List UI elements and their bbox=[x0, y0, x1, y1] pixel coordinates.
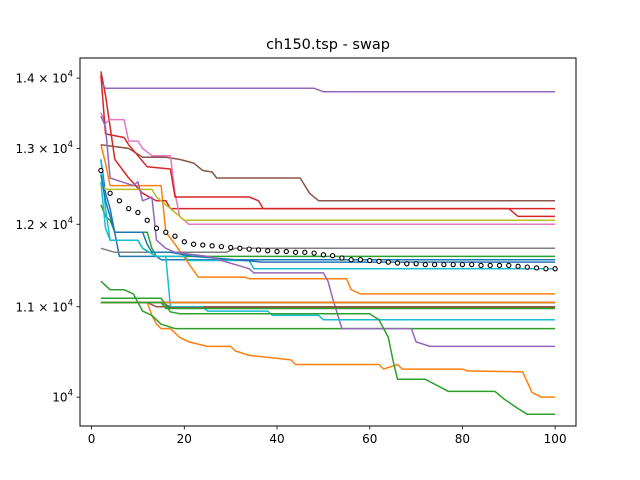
mean-marker-48 bbox=[533, 265, 540, 271]
plot-frame bbox=[79, 57, 577, 427]
mean-marker-27 bbox=[339, 255, 345, 261]
x-tick-label-4: 80 bbox=[455, 432, 470, 446]
mean-marker-13 bbox=[209, 243, 215, 249]
mean-marker-32 bbox=[385, 259, 391, 265]
mean-marker-4 bbox=[126, 205, 132, 212]
mean-marker-26 bbox=[329, 252, 336, 259]
mean-marker-30 bbox=[367, 257, 373, 264]
x-tick-label-1: 20 bbox=[177, 432, 192, 446]
mean-marker-18 bbox=[255, 247, 262, 253]
mean-marker-17 bbox=[246, 246, 252, 252]
series-line-1 bbox=[100, 159, 556, 261]
mean-marker-1 bbox=[98, 167, 104, 174]
mean-marker-9 bbox=[172, 233, 178, 239]
x-tick-label-0: 0 bbox=[88, 432, 96, 446]
plot-markers bbox=[98, 167, 558, 272]
x-axis: 0 20 40 60 80 100 bbox=[88, 426, 567, 446]
mean-marker-6 bbox=[144, 217, 150, 223]
series-line-25 bbox=[100, 301, 556, 310]
mean-marker-7 bbox=[153, 225, 160, 231]
series-line-5 bbox=[100, 81, 556, 93]
mean-marker-33 bbox=[394, 260, 401, 266]
mean-marker-40 bbox=[459, 261, 466, 268]
mean-marker-3 bbox=[116, 198, 123, 204]
x-tick-label-5: 100 bbox=[544, 432, 567, 446]
mean-marker-34 bbox=[404, 261, 410, 267]
series-line-15 bbox=[100, 115, 556, 348]
y-tick-label-1: 1.1 × 104 bbox=[16, 298, 73, 314]
series-line-2 bbox=[100, 144, 556, 295]
mean-marker-50 bbox=[552, 266, 558, 272]
mean-marker-25 bbox=[320, 252, 327, 258]
y-axis: 104 1.1 × 104 1.2 × 104 1.3 × 104 1.4 × 104 bbox=[16, 70, 80, 405]
x-tick-label-3: 60 bbox=[362, 432, 377, 446]
mean-marker-36 bbox=[422, 261, 428, 268]
y-tick-label-4: 1.4 × 104 bbox=[16, 70, 73, 86]
mean-marker-11 bbox=[190, 241, 197, 247]
mean-marker-41 bbox=[469, 261, 475, 268]
mean-marker-12 bbox=[200, 242, 206, 248]
mean-marker-8 bbox=[163, 229, 169, 235]
series-line-20 bbox=[100, 181, 556, 321]
mean-marker-22 bbox=[292, 249, 299, 255]
series-line-12 bbox=[100, 301, 556, 398]
mean-marker-43 bbox=[487, 262, 493, 269]
series-line-13 bbox=[100, 280, 556, 330]
mean-marker-19 bbox=[265, 248, 271, 254]
series-line-8 bbox=[100, 247, 556, 254]
mean-marker-37 bbox=[431, 261, 438, 268]
mean-marker-49 bbox=[543, 266, 549, 272]
mean-marker-2 bbox=[107, 190, 113, 196]
mean-marker-31 bbox=[376, 258, 382, 264]
plot-lines bbox=[100, 71, 556, 416]
mean-marker-15 bbox=[228, 244, 234, 251]
mean-marker-29 bbox=[357, 257, 364, 263]
mean-marker-46 bbox=[515, 263, 521, 269]
mean-marker-35 bbox=[413, 261, 419, 267]
series-line-9 bbox=[100, 181, 556, 222]
mean-marker-28 bbox=[348, 257, 354, 263]
mean-marker-23 bbox=[302, 249, 308, 255]
mean-marker-5 bbox=[135, 209, 141, 216]
chart-title: ch150.tsp - swap bbox=[266, 37, 390, 53]
mean-marker-21 bbox=[283, 248, 289, 255]
mean-marker-38 bbox=[441, 261, 447, 268]
series-line-4 bbox=[100, 71, 556, 210]
mean-marker-20 bbox=[274, 248, 280, 255]
mean-marker-45 bbox=[506, 262, 512, 269]
mean-marker-16 bbox=[237, 245, 243, 251]
series-line-26 bbox=[100, 297, 556, 416]
mean-marker-10 bbox=[181, 239, 187, 245]
mean-marker-14 bbox=[218, 243, 225, 250]
series-line-11 bbox=[100, 174, 556, 263]
mean-marker-42 bbox=[478, 262, 484, 269]
mean-marker-44 bbox=[496, 262, 503, 269]
mean-marker-47 bbox=[524, 264, 530, 270]
x-tick-label-2: 40 bbox=[269, 432, 284, 446]
mean-marker-24 bbox=[311, 250, 317, 256]
y-tick-label-0: 104 bbox=[52, 389, 73, 405]
mean-marker-39 bbox=[450, 261, 456, 268]
series-line-6 bbox=[100, 143, 556, 202]
series-line-14 bbox=[100, 74, 556, 218]
y-tick-label-3: 1.3 × 104 bbox=[16, 140, 73, 156]
y-tick-label-2: 1.2 × 104 bbox=[16, 216, 73, 232]
